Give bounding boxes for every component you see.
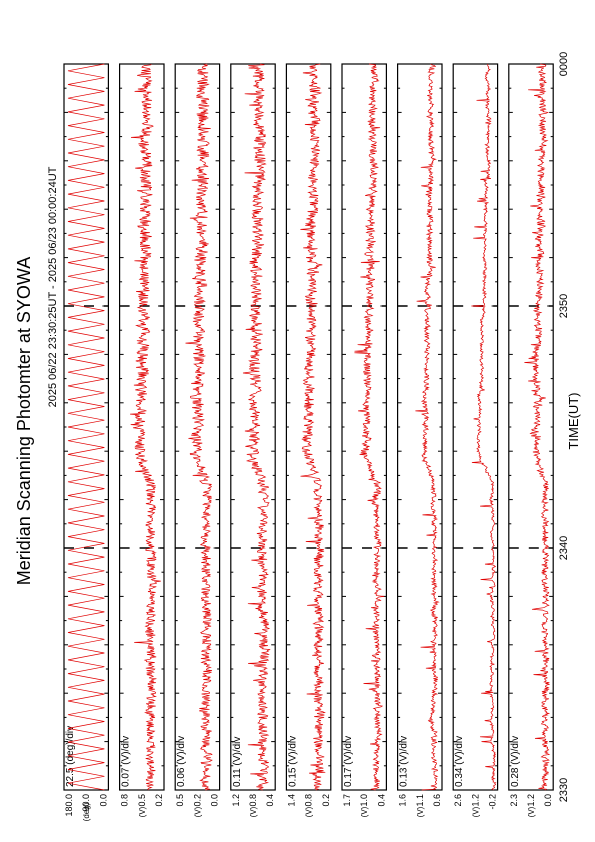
y-tick-label: -0.2 bbox=[488, 794, 498, 810]
series-line-p5 bbox=[354, 63, 385, 791]
y-tick-label: 0.2 bbox=[192, 794, 202, 807]
y-tick-label: 0.0 bbox=[98, 794, 108, 807]
y-tick-label: 0.2 bbox=[321, 794, 331, 807]
y-tick-label: 0.8 bbox=[120, 794, 130, 807]
scale-label: 0.11 (V)/div bbox=[232, 737, 243, 787]
y-tick-label: 1.2 bbox=[526, 794, 536, 807]
panel-p2: 0.5 0.2 0.0 (V) 0.06 (V)/div bbox=[174, 63, 221, 817]
y-tick-label: 1.6 bbox=[398, 794, 408, 807]
series-line-p8 bbox=[524, 63, 551, 791]
scale-label: 0.28 (V)/div bbox=[510, 736, 521, 787]
rotated-plot-group: Meridian Scanning Photomter at SYOWA 202… bbox=[14, 52, 581, 822]
y-unit-label: (V) bbox=[527, 806, 536, 817]
panel-p7: 2.6 1.2 -0.2 (V) 0.34 (V)/div bbox=[452, 63, 499, 817]
y-tick-label: 0.2 bbox=[154, 794, 164, 807]
y-unit-label: (deg) bbox=[82, 802, 91, 821]
scale-label: 0.17 (V)/div bbox=[343, 736, 354, 787]
y-tick-label: 0.4 bbox=[376, 794, 386, 807]
scale-label: 0.07 (V)/div bbox=[121, 736, 132, 787]
panel-frame bbox=[508, 63, 554, 791]
y-tick-label: 2.3 bbox=[509, 794, 519, 807]
y-unit-label: (V) bbox=[193, 806, 202, 817]
panel-angle: 180.0 90.0 0.0(deg)22.5 (deg)/div bbox=[63, 63, 110, 821]
panel-frame bbox=[118, 63, 165, 791]
y-unit-label: (V) bbox=[138, 806, 147, 817]
scale-label: 0.13 (V)/div bbox=[399, 736, 410, 787]
scale-label: 0.06 (V)/div bbox=[176, 736, 187, 787]
y-unit-label: (V) bbox=[305, 806, 314, 817]
y-tick-label: 2.6 bbox=[453, 794, 463, 807]
y-tick-label: 1.0 bbox=[359, 794, 369, 807]
series-line-p2 bbox=[185, 63, 213, 791]
y-tick-label: 1.4 bbox=[286, 794, 296, 807]
y-tick-label: 0.6 bbox=[432, 794, 442, 807]
panel-p5: 1.7 1.0 0.4 (V) 0.17 (V)/div bbox=[341, 63, 388, 817]
chart-title: Meridian Scanning Photomter at SYOWA bbox=[14, 257, 34, 585]
scale-label: 0.15 (V)/div bbox=[287, 736, 298, 787]
chart-subtitle: 2025 06/22 23:30:25UT - 2025 06/23 00:00… bbox=[47, 166, 59, 407]
y-tick-label: 0.5 bbox=[175, 794, 185, 807]
y-tick-label: 1.2 bbox=[231, 794, 241, 807]
x-tick-label: 2330 bbox=[558, 778, 570, 802]
series-line-p3 bbox=[242, 63, 271, 791]
y-tick-label: 1.2 bbox=[470, 794, 480, 807]
panel-p1: 0.8 0.5 0.2 (V) 0.07 (V)/div bbox=[118, 63, 165, 817]
scale-label: 0.34 (V)/div bbox=[454, 736, 465, 787]
y-unit-label: (V) bbox=[471, 806, 480, 817]
y-tick-label: 90.0 bbox=[81, 794, 91, 812]
y-unit-label: (V) bbox=[416, 806, 425, 817]
y-tick-label: 0.8 bbox=[304, 794, 314, 807]
series-line-angle bbox=[67, 63, 105, 791]
y-unit-label: (V) bbox=[249, 806, 258, 817]
series-line-p6 bbox=[415, 63, 440, 791]
y-tick-label: 0.4 bbox=[265, 794, 275, 807]
panel-frame bbox=[452, 63, 499, 791]
panel-frame bbox=[397, 63, 443, 791]
panel-p3: 1.2 0.8 0.4 (V) 0.11 (V)/div bbox=[230, 63, 276, 817]
panel-frame bbox=[285, 63, 332, 791]
panel-p8: 2.3 1.2 0.0 (V) 0.28 (V)/div bbox=[508, 63, 554, 817]
x-tick-label: 0000 bbox=[558, 52, 570, 76]
series-line-p7 bbox=[471, 63, 497, 791]
series-line-p1 bbox=[130, 63, 161, 791]
x-tick-label: 2350 bbox=[558, 294, 570, 318]
x-tick-label: 2340 bbox=[558, 536, 570, 560]
y-tick-label: 1.1 bbox=[415, 794, 425, 807]
x-axis-label: TIME(UT) bbox=[566, 392, 581, 449]
y-tick-label: 0.8 bbox=[248, 794, 258, 807]
panel-p4: 1.4 0.8 0.2 (V) 0.15 (V)/div bbox=[285, 63, 332, 817]
panel-p6: 1.6 1.1 0.6 (V) 0.13 (V)/div bbox=[397, 63, 443, 817]
y-unit-label: (V) bbox=[360, 806, 369, 817]
y-tick-label: 180.0 bbox=[64, 794, 74, 817]
y-tick-label: 1.7 bbox=[342, 794, 352, 807]
y-tick-label: 0.0 bbox=[210, 794, 220, 807]
y-tick-label: 0.5 bbox=[137, 794, 147, 807]
x-axis-ticks: 2330 2340 2350 0000 bbox=[558, 52, 570, 802]
series-line-p4 bbox=[300, 63, 326, 791]
y-tick-label: 0.0 bbox=[543, 794, 553, 807]
